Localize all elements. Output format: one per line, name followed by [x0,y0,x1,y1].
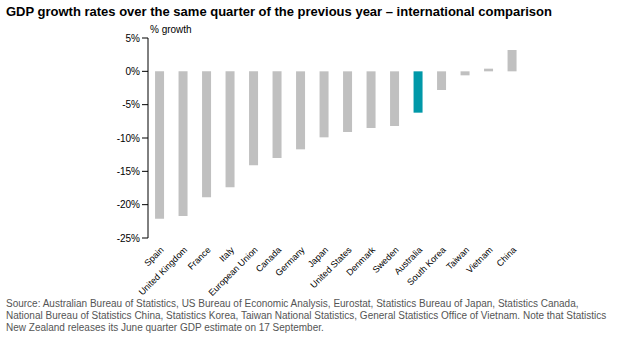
svg-text:United States: United States [308,244,354,291]
svg-text:0%: 0% [126,66,141,77]
svg-text:Germany: Germany [273,245,307,279]
svg-text:-25%: -25% [117,233,140,244]
svg-text:Japan: Japan [305,244,331,270]
svg-text:South Korea: South Korea [405,245,447,287]
svg-text:5%: 5% [126,33,141,44]
svg-text:Italy: Italy [217,245,236,264]
html-text:Source: Australian Bureau of S: Source: Australian Bureau of Statistics,… [6,298,607,333]
svg-text:Taiwan: Taiwan [444,244,472,272]
svg-text:China: China [494,245,518,269]
svg-text:Spain: Spain [142,244,166,269]
svg-text:Vietnam: Vietnam [464,245,494,275]
html-text:GDP growth rates over the same: GDP growth rates over the same quarter o… [6,4,552,19]
svg-text:-5%: -5% [122,99,140,110]
svg-text:European Union: European Union [207,245,260,296]
svg-text:Sweden: Sweden [370,244,401,275]
svg-text:Australia: Australia [392,244,425,277]
svg-text:-15%: -15% [117,166,140,177]
svg-text:Canada: Canada [253,244,284,275]
html-text:% growth: % growth [150,24,192,35]
svg-text:France: France [186,245,213,272]
svg-text:United Kingdom: United Kingdom [137,245,189,296]
svg-text:-10%: -10% [117,133,140,144]
svg-text:Denmark: Denmark [344,245,377,278]
svg-text:-20%: -20% [117,199,140,210]
